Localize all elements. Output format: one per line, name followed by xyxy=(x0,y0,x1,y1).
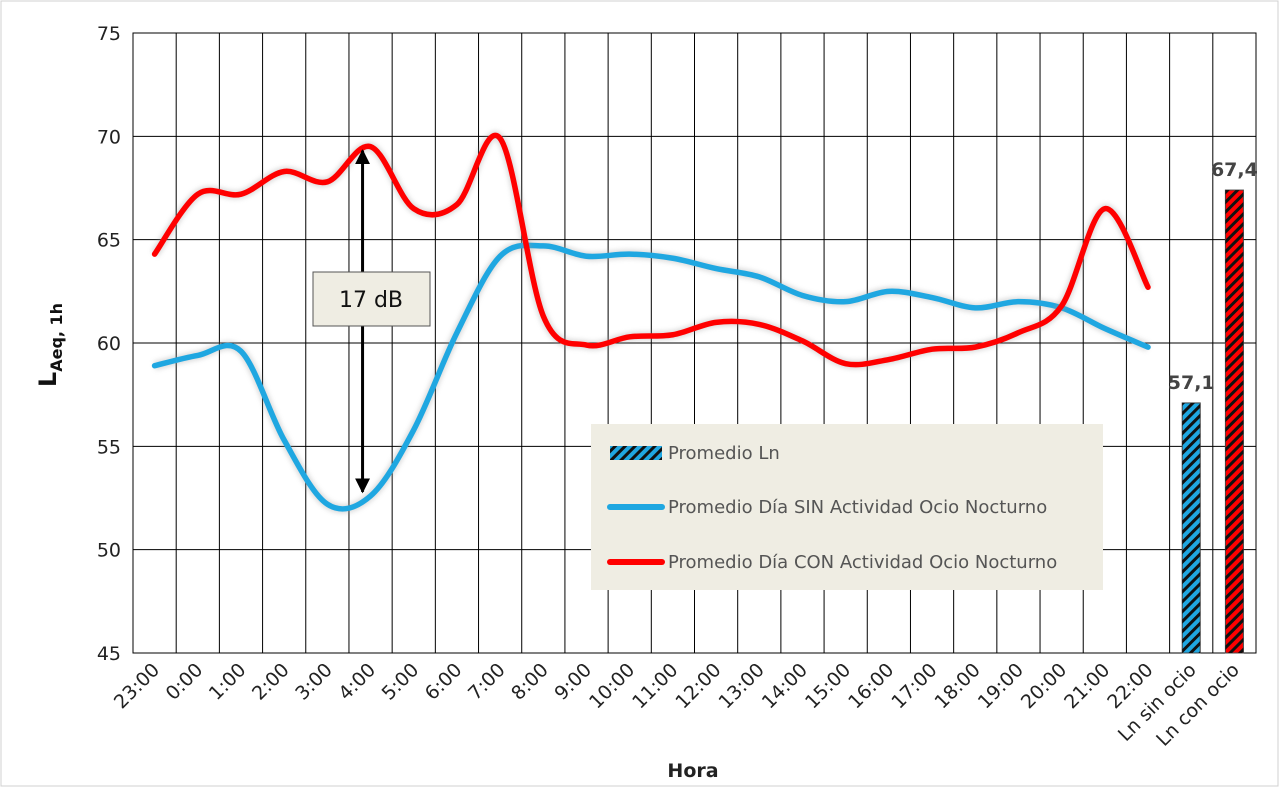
x-axis-title: Hora xyxy=(667,760,718,782)
lines xyxy=(150,130,1153,514)
legend-box xyxy=(591,424,1103,590)
legend: Promedio Ln Promedio Día SIN Actividad O… xyxy=(591,424,1103,590)
y-tick-label: 55 xyxy=(97,436,121,458)
y-tick-label: 50 xyxy=(97,540,121,562)
series-line-sin-ocio xyxy=(151,242,1151,512)
series-line-con-ocio xyxy=(151,132,1151,368)
bar-hatch xyxy=(1225,190,1244,654)
legend-label-bar: Promedio Ln xyxy=(668,443,780,464)
y-axis-title-sub: Aeq, 1h xyxy=(47,303,66,372)
bar-data-label: 57,1 xyxy=(1168,372,1215,394)
y-tick-label: 65 xyxy=(97,230,121,252)
bar-hatch xyxy=(1182,402,1201,653)
y-tick-label: 45 xyxy=(97,643,121,665)
y-axis-title-main: L xyxy=(34,372,62,387)
annotation-text: 17 dB xyxy=(339,288,403,313)
difference-annotation: 17 dB xyxy=(312,149,431,494)
legend-label-con: Promedio Día CON Actividad Ocio Nocturno xyxy=(668,552,1057,573)
annotation-box xyxy=(312,271,431,327)
y-tick-label: 60 xyxy=(97,333,121,355)
legend-label-sin: Promedio Día SIN Actividad Ocio Nocturno xyxy=(668,497,1047,518)
bars: 57,1 67,4 xyxy=(1168,159,1258,654)
y-tick-label: 70 xyxy=(97,126,121,148)
y-axis-title: LAeq, 1h xyxy=(34,303,66,387)
bar-data-label: 67,4 xyxy=(1211,159,1258,181)
legend-bar-swatch-hatch xyxy=(610,446,662,460)
y-tick-label: 75 xyxy=(97,23,121,45)
y-axis-ticks: 45 50 55 60 65 70 75 xyxy=(97,23,121,665)
